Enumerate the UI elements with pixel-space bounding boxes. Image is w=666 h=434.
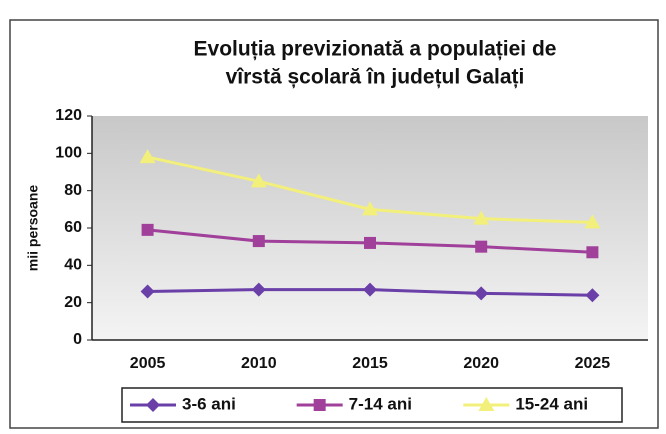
legend-label: 15-24 ani (515, 394, 588, 413)
x-tick-label: 2020 (463, 355, 499, 372)
data-point (250, 173, 267, 188)
x-tick-label: 2015 (352, 355, 388, 372)
legend-box (121, 387, 623, 423)
y-tick-label: 0 (73, 331, 82, 348)
data-point (141, 223, 154, 236)
y-tick-label: 60 (64, 219, 82, 236)
legend-label: 3-6 ani (182, 394, 236, 413)
data-point (474, 286, 489, 301)
legend-marker (146, 398, 160, 412)
y-tick-label: 40 (64, 257, 82, 274)
y-tick-label: 80 (64, 182, 82, 199)
data-point (252, 235, 265, 248)
y-axis-label: mii persoane (25, 185, 41, 272)
data-point (140, 284, 155, 299)
legend-label: 7-14 ani (349, 394, 412, 413)
data-point (364, 236, 376, 249)
x-tick-label: 2025 (575, 355, 611, 372)
plot-area (92, 116, 648, 340)
data-point (584, 214, 601, 229)
y-tick-label: 100 (55, 145, 82, 162)
data-point (586, 246, 599, 259)
x-tick-label: 2010 (241, 355, 277, 372)
y-tick-label: 20 (64, 294, 82, 311)
data-point (363, 282, 377, 297)
data-point (251, 282, 266, 297)
data-point (362, 201, 378, 216)
data-point (585, 288, 600, 303)
chart-title: vîrstă școlară în județul Galați (226, 66, 525, 89)
legend-marker (478, 397, 495, 411)
data-point (475, 240, 488, 253)
y-tick-label: 120 (55, 107, 82, 124)
data-point (139, 149, 156, 164)
legend-marker (313, 399, 326, 411)
x-tick-label: 2005 (130, 355, 166, 372)
chart-title: Evoluția previzionată a populației de (194, 38, 557, 61)
data-point (473, 210, 490, 225)
